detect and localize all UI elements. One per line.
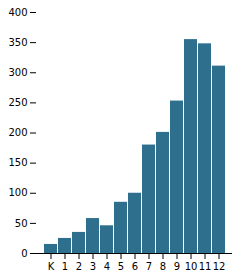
svg-text:1: 1 <box>62 261 68 272</box>
svg-text:0: 0 <box>21 248 27 259</box>
svg-text:2: 2 <box>76 261 82 272</box>
svg-text:350: 350 <box>8 37 27 48</box>
svg-text:300: 300 <box>8 67 27 78</box>
svg-text:6: 6 <box>132 261 138 272</box>
svg-text:200: 200 <box>8 127 27 138</box>
svg-text:7: 7 <box>146 261 152 272</box>
svg-text:5: 5 <box>118 261 124 272</box>
svg-text:9: 9 <box>174 261 180 272</box>
svg-text:11: 11 <box>199 261 212 272</box>
svg-text:100: 100 <box>8 187 27 198</box>
svg-text:12: 12 <box>213 261 226 272</box>
svg-text:400: 400 <box>8 7 27 18</box>
svg-text:4: 4 <box>104 261 110 272</box>
svg-text:K: K <box>48 261 55 272</box>
svg-text:150: 150 <box>8 157 27 168</box>
svg-text:3: 3 <box>90 261 96 272</box>
svg-text:250: 250 <box>8 97 27 108</box>
svg-text:10: 10 <box>185 261 198 272</box>
svg-text:8: 8 <box>160 261 166 272</box>
svg-text:50: 50 <box>15 218 28 229</box>
